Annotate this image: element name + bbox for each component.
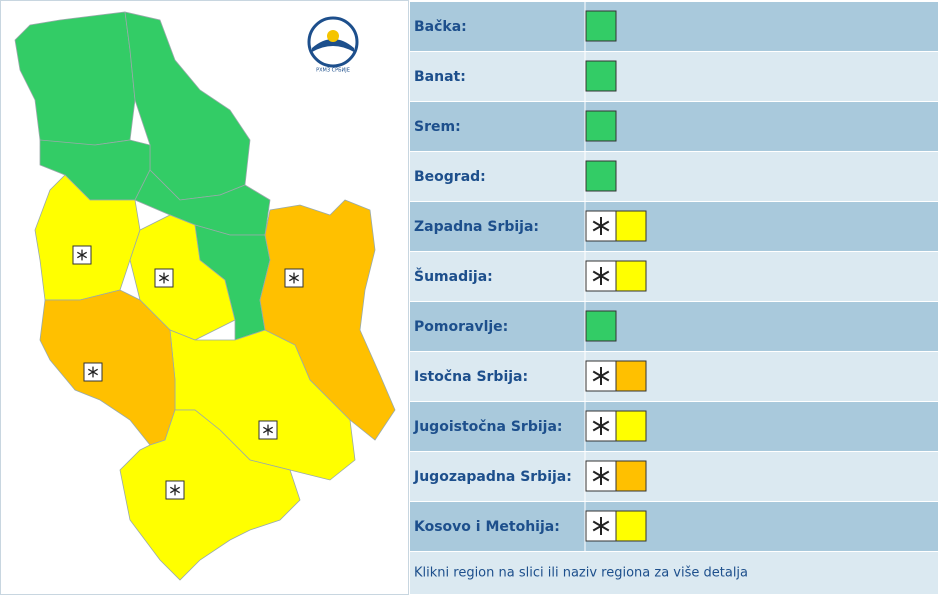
snow-icon [585, 210, 617, 242]
region-name[interactable]: Jugoistočna Srbija: [413, 419, 563, 435]
warning-level [615, 410, 647, 442]
table-row [410, 202, 938, 251]
region-name[interactable]: Banat: [414, 69, 466, 85]
warning-level [585, 110, 617, 142]
table-row [410, 102, 938, 151]
warning-level [585, 10, 617, 42]
region-table: Bačka: Banat: Srem: Beograd: Zapadna Srbija:… [410, 2, 938, 594]
table-row [410, 352, 938, 401]
snow-icon [258, 420, 278, 440]
snow-icon [154, 268, 174, 288]
region-name[interactable]: Istočna Srbija: [414, 369, 528, 385]
logo: РХМЗ СРБИЈЕ [307, 16, 359, 74]
snow-ray [592, 520, 610, 532]
snow-ray [592, 370, 610, 382]
snow-ray [288, 274, 300, 282]
warning-level [585, 160, 617, 192]
map [14, 11, 396, 581]
table-row [410, 402, 938, 451]
table-row [410, 452, 938, 501]
region-area[interactable] [14, 11, 136, 146]
region-name[interactable]: Šumadija: [414, 267, 493, 285]
snow-ray [87, 368, 99, 376]
region-name[interactable]: Bačka: [414, 19, 467, 35]
table-row [410, 502, 938, 551]
snow-ray [158, 274, 170, 282]
warning-level [585, 310, 617, 342]
table-row [410, 152, 938, 201]
footer-text: Klikni region na slici ili naziv regiona… [414, 566, 748, 581]
snow-icon [585, 410, 617, 442]
warning-level [615, 260, 647, 292]
snow-ray [592, 220, 610, 232]
region-name[interactable]: Pomoravlje: [414, 319, 508, 335]
snow-icon [585, 360, 617, 392]
warning-level [615, 510, 647, 542]
warning-level [585, 60, 617, 92]
snow-ray [76, 251, 88, 259]
snow-ray [262, 426, 274, 434]
snow-ray [592, 470, 610, 482]
table-row [410, 2, 938, 51]
snow-icon [284, 268, 304, 288]
warning-level [615, 210, 647, 242]
snow-icon [165, 480, 185, 500]
region-name[interactable]: Beograd: [414, 169, 486, 185]
region-name[interactable]: Jugozapadna Srbija: [413, 469, 572, 485]
region-name[interactable]: Zapadna Srbija: [414, 219, 539, 235]
warning-level [615, 360, 647, 392]
snow-icon [72, 245, 92, 265]
snow-icon [585, 460, 617, 492]
snow-ray [169, 486, 181, 494]
snow-icon [83, 362, 103, 382]
region-name[interactable]: Kosovo i Metohija: [414, 519, 560, 535]
region-area[interactable] [119, 409, 301, 581]
snow-icon [585, 510, 617, 542]
footer-row [410, 552, 938, 594]
snow-icon [585, 260, 617, 292]
table-row [410, 252, 938, 301]
region-name[interactable]: Srem: [414, 119, 461, 135]
warning-level [615, 460, 647, 492]
table-row [410, 302, 938, 351]
logo-text: РХМЗ СРБИЈЕ [316, 68, 350, 74]
snow-ray [592, 420, 610, 432]
table-row [410, 52, 938, 101]
snow-ray [592, 270, 610, 282]
